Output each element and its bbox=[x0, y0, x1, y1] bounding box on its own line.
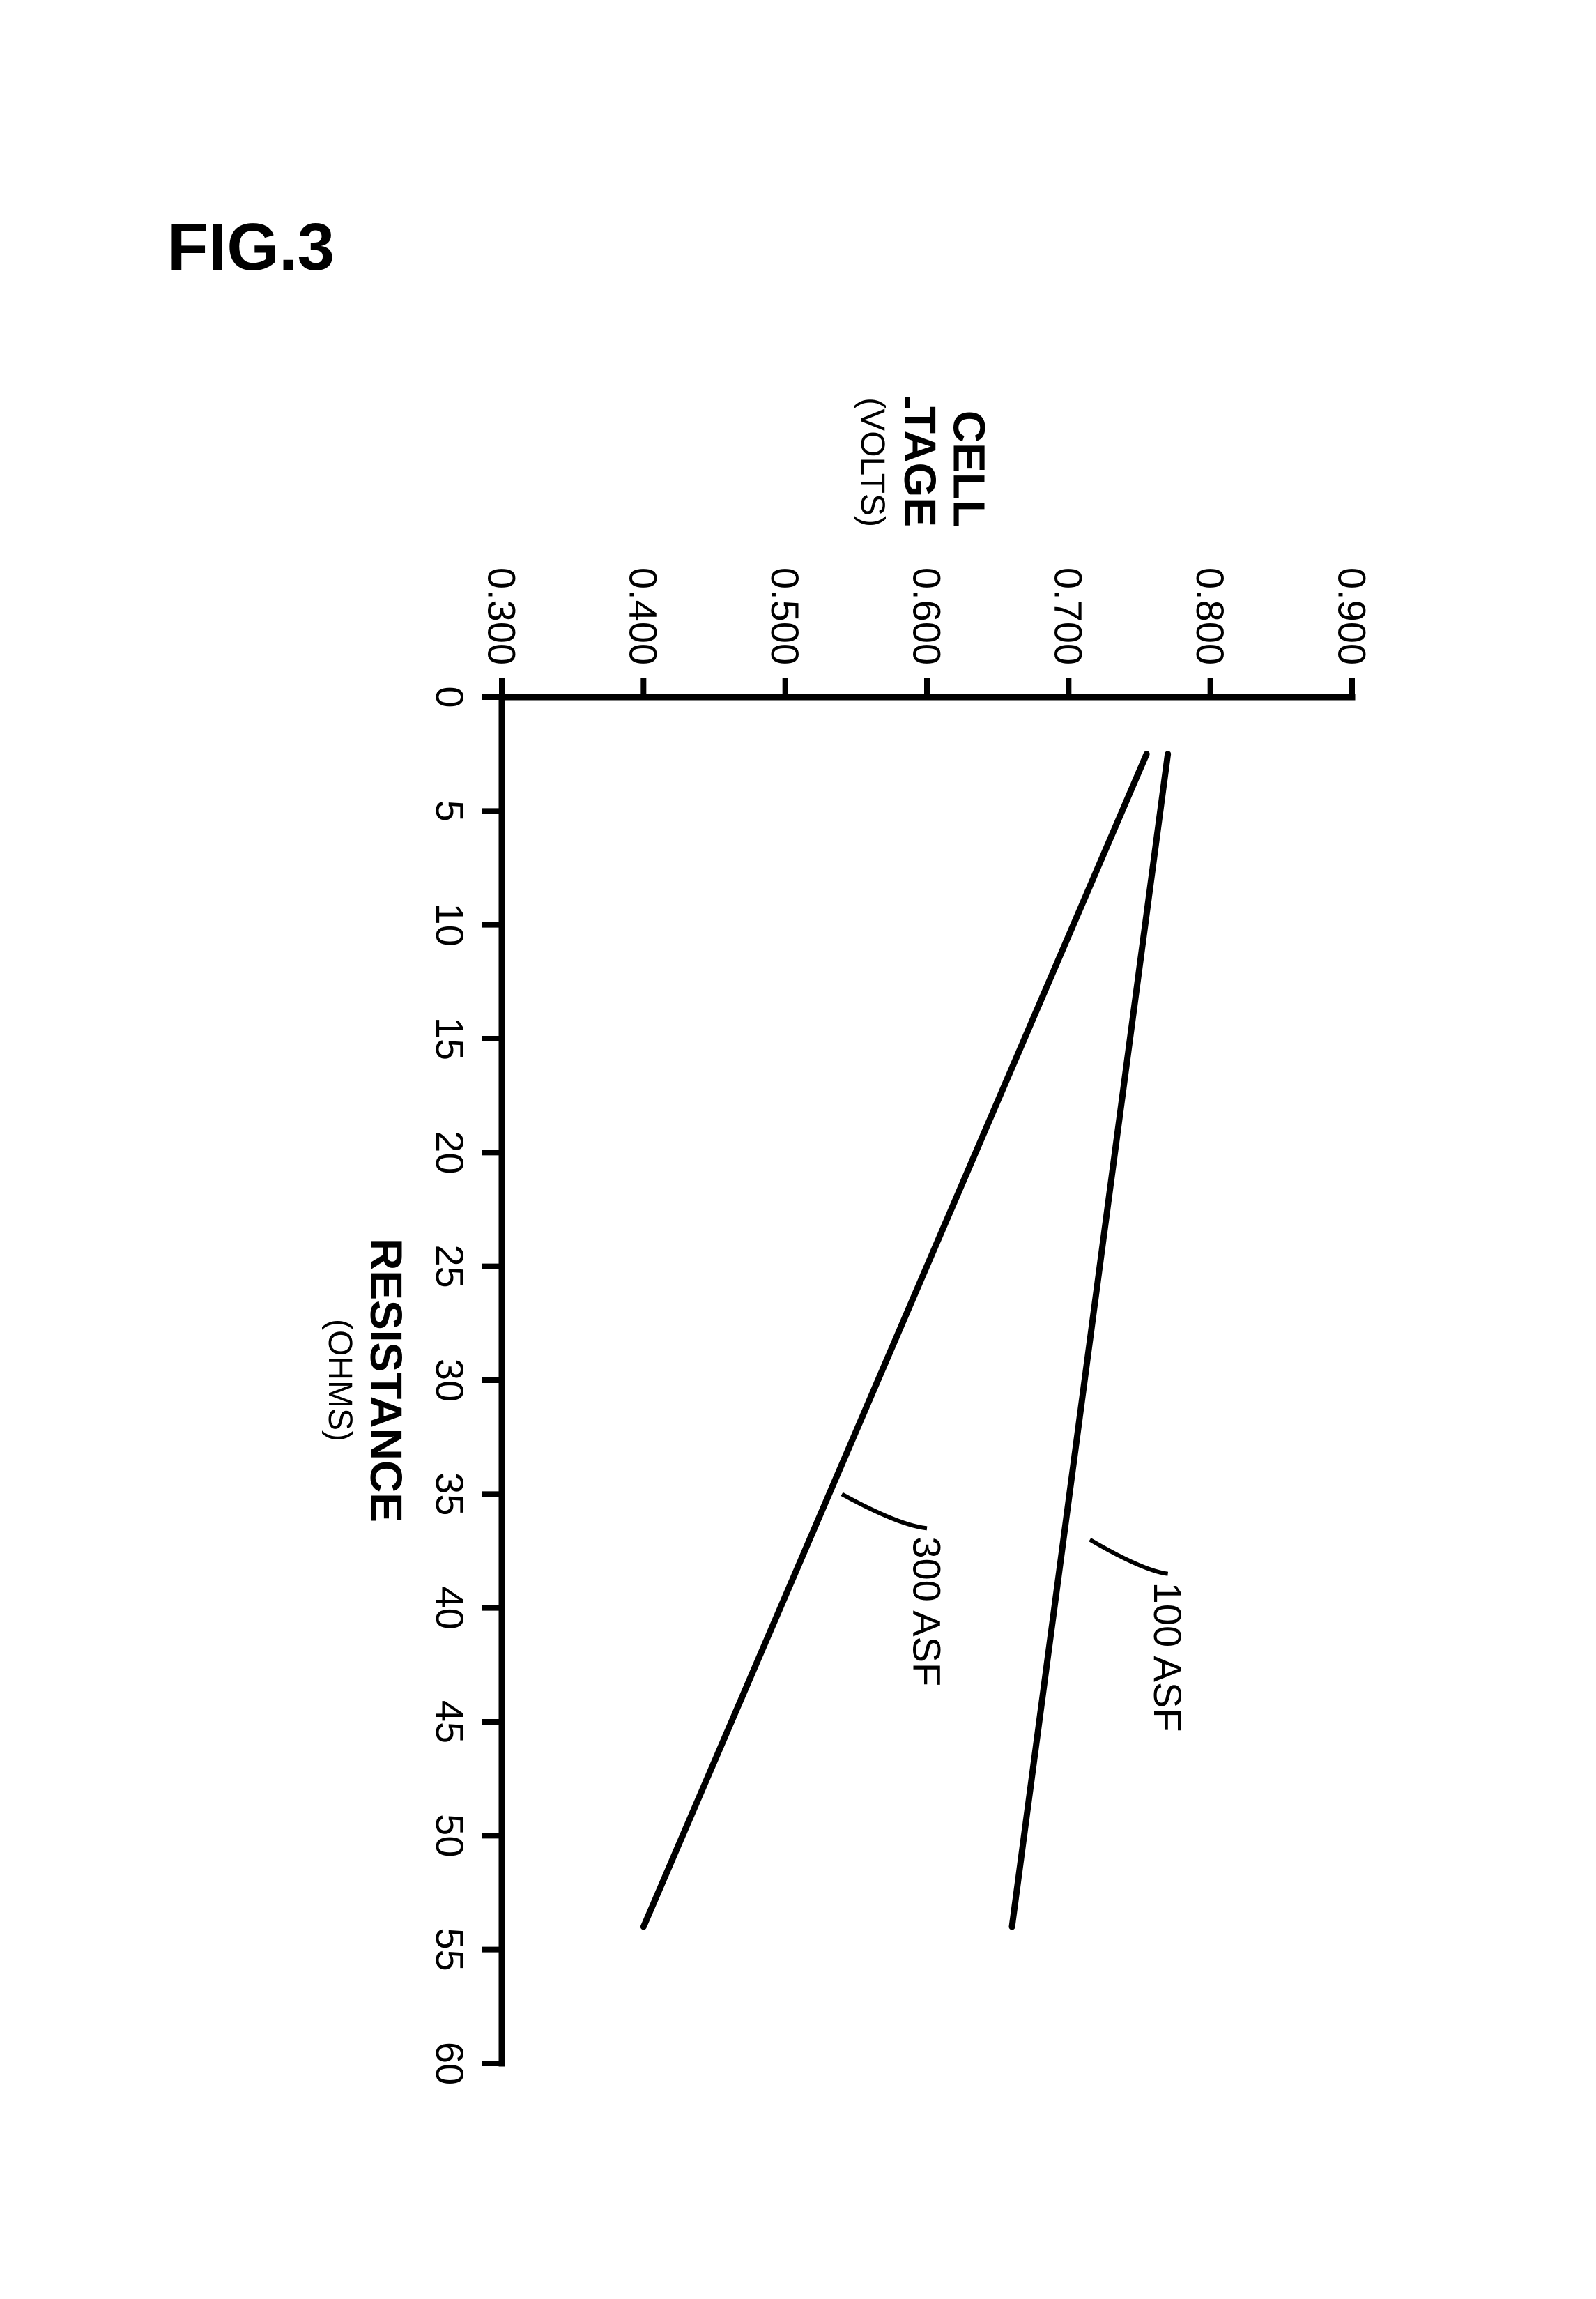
y-axis-label-group: CELLVOLTAGE(VOLTS) bbox=[854, 397, 994, 527]
x-tick-label: 35 bbox=[428, 1472, 472, 1515]
page: FIG.3 0 5 10 15 20 25 30 35 40 45 50 55 60 0.300 0.400… bbox=[0, 0, 1596, 2299]
x-tick-label: 20 bbox=[428, 1131, 472, 1174]
svg-text:CELL: CELL bbox=[944, 411, 994, 527]
x-tick-label: 40 bbox=[428, 1587, 472, 1630]
chart-container: 0 5 10 15 20 25 30 35 40 45 50 55 60 0.300 0.400 0.500 0… bbox=[265, 397, 1450, 2140]
figure-title: FIG.3 bbox=[167, 209, 335, 286]
y-tick-label: 0.300 bbox=[479, 567, 523, 665]
y-tick-label: 0.500 bbox=[763, 567, 807, 665]
y-tick-label: 0.400 bbox=[622, 567, 666, 665]
x-tick-label: 30 bbox=[428, 1359, 472, 1402]
x-tick-label: 55 bbox=[428, 1928, 472, 1971]
y-tick-label: 0.700 bbox=[1047, 567, 1091, 665]
x-axis-label: RESISTANCE bbox=[361, 1238, 411, 1522]
x-tick-label: 25 bbox=[428, 1245, 472, 1288]
x-tick-label: 10 bbox=[428, 903, 472, 947]
x-tick-label: 15 bbox=[428, 1017, 472, 1060]
x-tick-label: 0 bbox=[428, 686, 472, 708]
y-tick-label: 0.600 bbox=[905, 567, 949, 665]
y-tick-label: 0.800 bbox=[1188, 567, 1232, 665]
series-label: 300 ASF bbox=[905, 1536, 949, 1686]
x-tick-label: 45 bbox=[428, 1700, 472, 1743]
svg-text:VOLTAGE: VOLTAGE bbox=[895, 397, 945, 527]
x-axis-sublabel: (OHMS) bbox=[321, 1319, 358, 1442]
x-tick-label: 60 bbox=[428, 2042, 472, 2085]
svg-text:(VOLTS): (VOLTS) bbox=[854, 397, 891, 527]
y-tick-label: 0.900 bbox=[1330, 567, 1374, 665]
series-label: 100 ASF bbox=[1146, 1582, 1190, 1732]
x-tick-label: 5 bbox=[428, 800, 472, 822]
x-tick-label: 50 bbox=[428, 1814, 472, 1857]
line-chart: 0 5 10 15 20 25 30 35 40 45 50 55 60 0.300 0.400 0.500 0… bbox=[265, 397, 1450, 2140]
